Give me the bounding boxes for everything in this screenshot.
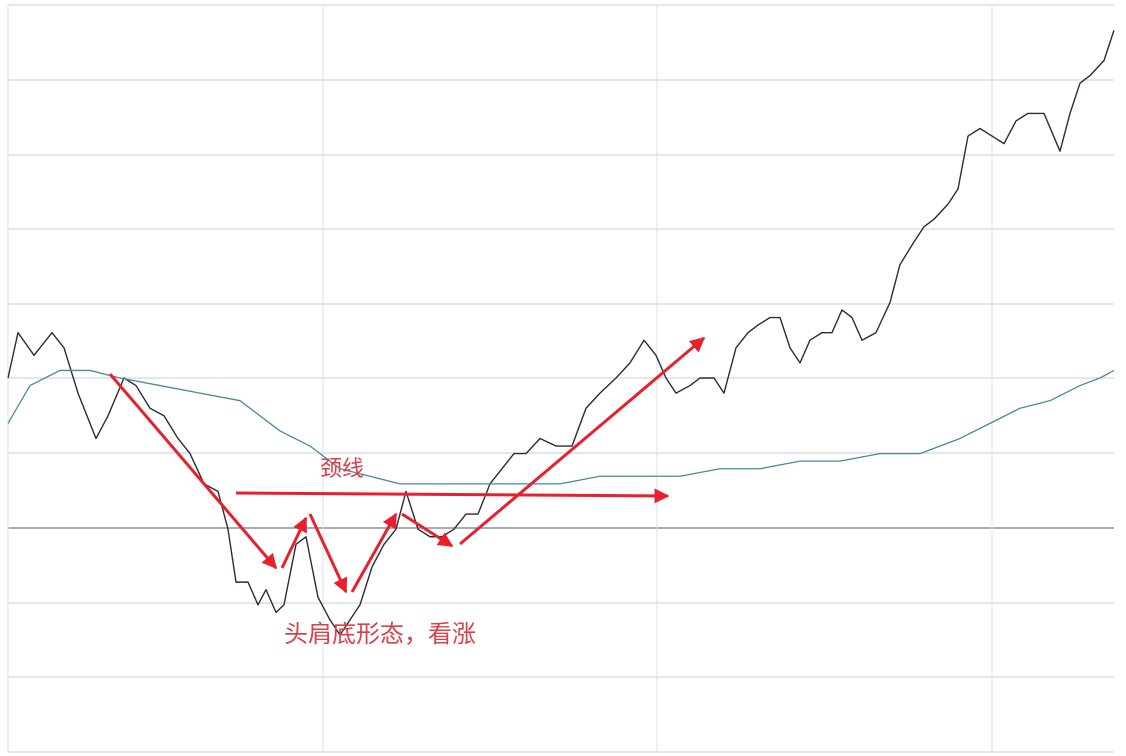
price-line xyxy=(7,30,1115,636)
head-decline-arrow xyxy=(308,513,348,594)
left-shoulder-decline-arrow xyxy=(108,373,278,570)
neckline-label: 颈线 xyxy=(320,457,364,482)
left-shoulder-rise-arrow xyxy=(280,516,308,569)
moving-average-line xyxy=(7,369,1115,485)
neckline-arrow xyxy=(235,488,670,504)
pattern-arrows xyxy=(108,336,706,594)
grid xyxy=(7,4,1114,753)
breakout-arrow xyxy=(459,336,706,546)
pattern-label: 头肩底形态，看涨 xyxy=(284,620,476,648)
series-lines xyxy=(7,30,1115,636)
head-rise-arrow xyxy=(350,512,398,593)
right-shoulder-decline-arrow xyxy=(401,512,454,548)
